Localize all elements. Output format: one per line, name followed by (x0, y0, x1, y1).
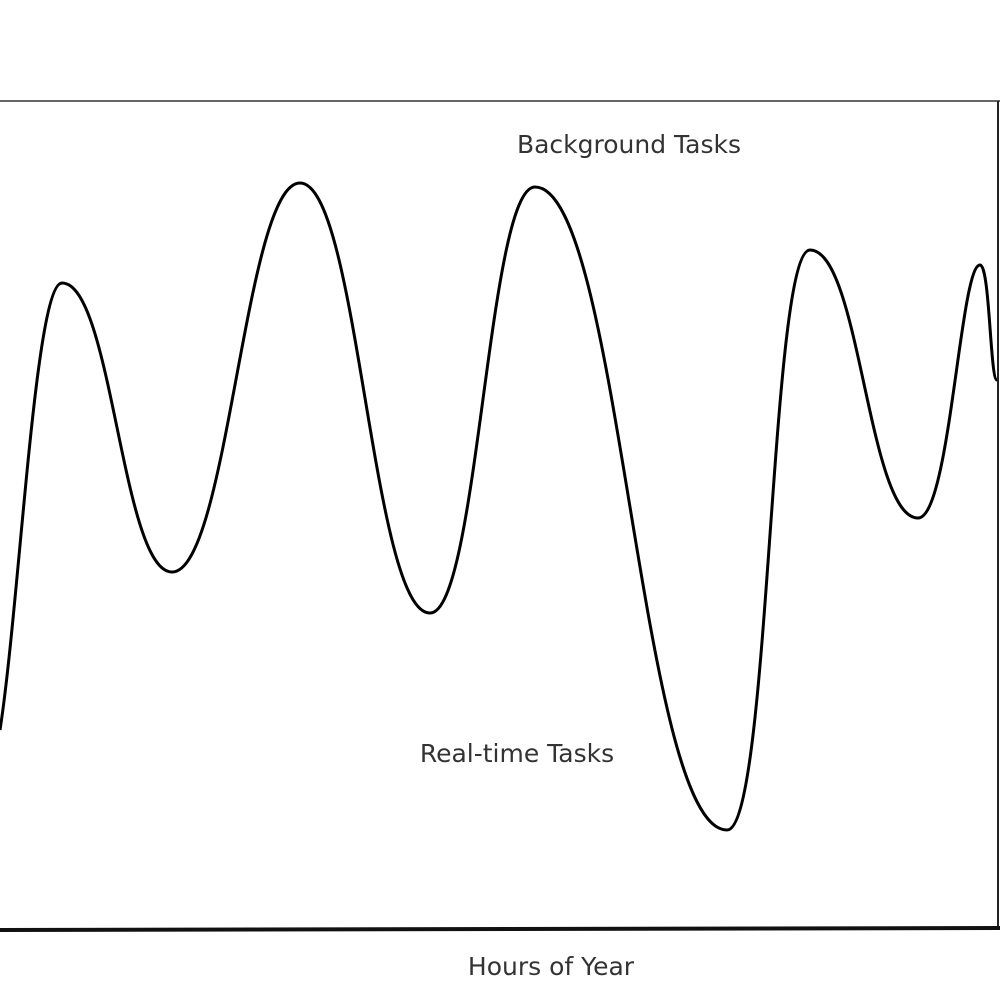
x-axis-label: Hours of Year (468, 952, 635, 981)
upper-label: Background Tasks (517, 130, 741, 159)
lower-label: Real-time Tasks (420, 739, 614, 768)
frame-bottom (0, 926, 1000, 932)
load-curve (0, 181, 999, 832)
